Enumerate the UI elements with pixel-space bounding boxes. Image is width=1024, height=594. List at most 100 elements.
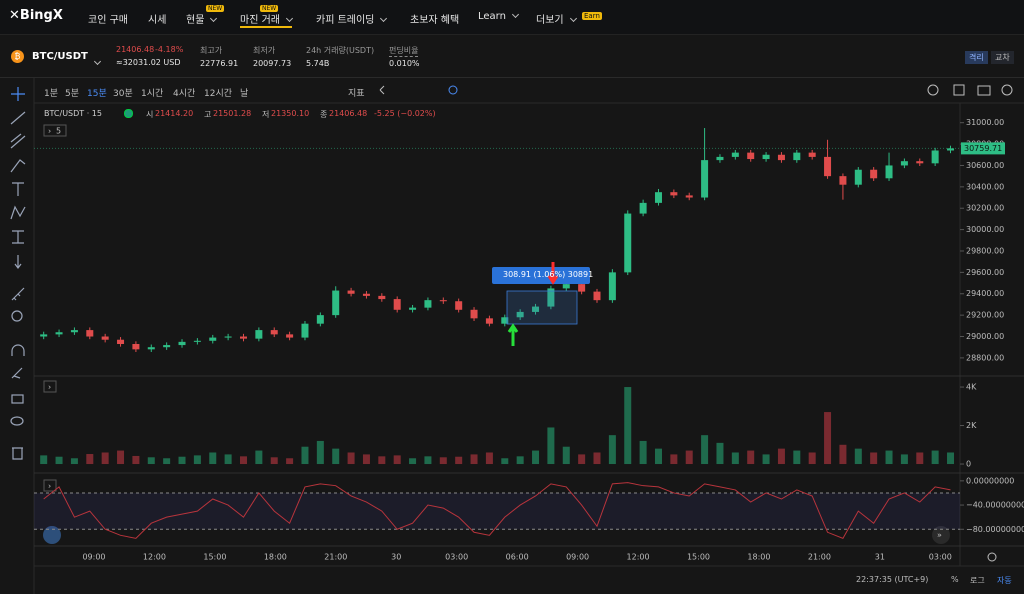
- interval-button[interactable]: 1분: [44, 89, 59, 99]
- volume-bar: [378, 456, 386, 465]
- y-tick-label: 4K: [966, 383, 977, 392]
- logo-button[interactable]: [43, 526, 61, 544]
- candle-body: [593, 291, 601, 301]
- chevron: [210, 14, 218, 23]
- interval-button[interactable]: 15분: [87, 89, 107, 99]
- volume-bar: [824, 412, 832, 465]
- candle-body: [132, 343, 140, 350]
- ohlc-label: 시: [146, 110, 154, 119]
- y-tick-label: 28800.00: [966, 353, 1004, 362]
- delete-tool[interactable]: [12, 447, 23, 460]
- candle-body: [86, 330, 94, 337]
- stat-label: 펀딩비율: [389, 46, 419, 57]
- magnet-tool[interactable]: [11, 344, 25, 356]
- level-band: [34, 492, 960, 530]
- volume-bar: [55, 456, 63, 465]
- x-tick-label: 12:00: [143, 553, 166, 562]
- symbol-chevron[interactable]: [88, 51, 102, 70]
- x-tick-label: 12:00: [627, 553, 650, 562]
- brush-tool[interactable]: [10, 159, 26, 173]
- volume-bar: [470, 454, 478, 465]
- symbol[interactable]: BTC/USDT: [32, 51, 88, 62]
- lock-tool[interactable]: [11, 394, 24, 404]
- annotation: [492, 262, 590, 346]
- candle-body: [485, 318, 493, 324]
- oscillator-line: [43, 482, 951, 539]
- volume-bar: [562, 446, 570, 465]
- y-tick-label: 29800.00: [966, 246, 1004, 255]
- interval-button[interactable]: 12시간: [204, 89, 233, 99]
- interval-button[interactable]: 5분: [65, 89, 80, 99]
- y-tick-label: 2K: [966, 421, 977, 430]
- zoom-tool[interactable]: [11, 310, 23, 322]
- x-tick-label: 09:00: [566, 553, 589, 562]
- settings-icon[interactable]: [927, 84, 939, 96]
- collapse-button[interactable]: [43, 380, 57, 393]
- edit-icon[interactable]: [1001, 84, 1013, 96]
- log-toggle[interactable]: 로그: [970, 576, 985, 585]
- volume-bar: [332, 448, 340, 465]
- volume-bar: [178, 456, 186, 465]
- y-tick-label: 29000.00: [966, 332, 1004, 341]
- candle-body: [762, 154, 770, 160]
- volume-bar: [532, 450, 540, 465]
- interval-button[interactable]: 30분: [113, 89, 133, 99]
- fib-tool[interactable]: [10, 133, 26, 149]
- collapse-button[interactable]: [43, 479, 57, 492]
- candle-body: [808, 152, 816, 157]
- collapse-button[interactable]: [43, 124, 67, 137]
- clock: 22:37:35 (UTC+9): [856, 575, 929, 584]
- nav-item[interactable]: 카피 트레이딩: [316, 11, 388, 26]
- interval-button[interactable]: 1시간: [141, 89, 164, 99]
- mode-button[interactable]: 격리: [965, 51, 988, 64]
- percent-toggle[interactable]: %: [951, 575, 959, 584]
- undo-icon[interactable]: [379, 85, 385, 95]
- fullscreen-icon[interactable]: [953, 84, 965, 96]
- volume-bar: [854, 448, 862, 465]
- pattern-tool[interactable]: [10, 205, 26, 220]
- indicators-button[interactable]: 지표: [348, 89, 365, 99]
- y-tick-label: 30600.00: [966, 161, 1004, 170]
- volume-bar: [270, 457, 278, 465]
- scroll-button[interactable]: [932, 526, 950, 544]
- stat-value: 22776.91: [200, 59, 239, 68]
- nav-item[interactable]: 마진 거래: [240, 11, 294, 28]
- y-tick-label: 0: [966, 460, 971, 469]
- arrow-tool[interactable]: [14, 255, 22, 269]
- mode-button[interactable]: 교차: [991, 51, 1014, 64]
- range-label: 308.91 (1.06%) 30891: [503, 270, 594, 279]
- volume-bar: [670, 454, 678, 465]
- ruler-tool[interactable]: [11, 287, 25, 301]
- auto-toggle[interactable]: 자동: [997, 576, 1012, 585]
- axis-settings[interactable]: [987, 552, 997, 562]
- text-tool[interactable]: [12, 182, 24, 196]
- volume-bar: [193, 455, 201, 465]
- logo-text: BingX: [19, 8, 63, 23]
- camera-icon[interactable]: [977, 85, 991, 96]
- nav-item[interactable]: 현물: [186, 11, 218, 26]
- nav-item[interactable]: 초보자 혜택: [410, 15, 460, 26]
- logo[interactable]: ✕BingX: [9, 8, 63, 23]
- nav-item[interactable]: Learn: [478, 10, 519, 22]
- nav-item[interactable]: 코인 구매: [88, 15, 128, 26]
- crosshair-tool[interactable]: [11, 87, 25, 101]
- candle-body: [670, 192, 678, 196]
- ohlc-change: -5.25 (−0.02%): [374, 109, 436, 118]
- interval-button[interactable]: 4시간: [173, 89, 196, 99]
- volume-bar: [239, 456, 247, 465]
- visibility-tool[interactable]: [10, 416, 24, 426]
- candle-body: [209, 337, 217, 341]
- status-dot: [124, 109, 133, 118]
- interval-button[interactable]: 날: [240, 89, 249, 99]
- collapse-arrow: ›: [48, 127, 51, 136]
- volume-bar: [608, 435, 616, 465]
- candle-body: [178, 341, 186, 346]
- volume-bar: [839, 444, 847, 465]
- lock-draw-tool[interactable]: [11, 367, 23, 379]
- eye-icon[interactable]: [448, 85, 458, 95]
- measure-tool[interactable]: [12, 230, 24, 244]
- volume-bar: [947, 452, 955, 465]
- line-tool[interactable]: [10, 111, 26, 125]
- nav-item[interactable]: 더보기: [536, 11, 577, 26]
- nav-item[interactable]: 시세: [148, 15, 167, 26]
